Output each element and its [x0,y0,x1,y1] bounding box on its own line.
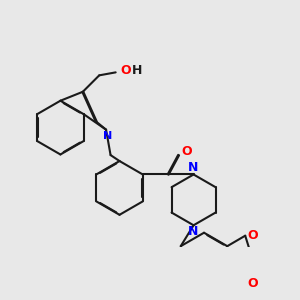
Text: O: O [120,64,131,77]
Text: N: N [188,161,198,174]
Text: H: H [132,64,142,77]
Text: O: O [248,277,258,290]
Text: O: O [181,145,192,158]
Text: N: N [188,225,198,238]
Text: N: N [103,131,112,141]
Text: O: O [248,229,258,242]
